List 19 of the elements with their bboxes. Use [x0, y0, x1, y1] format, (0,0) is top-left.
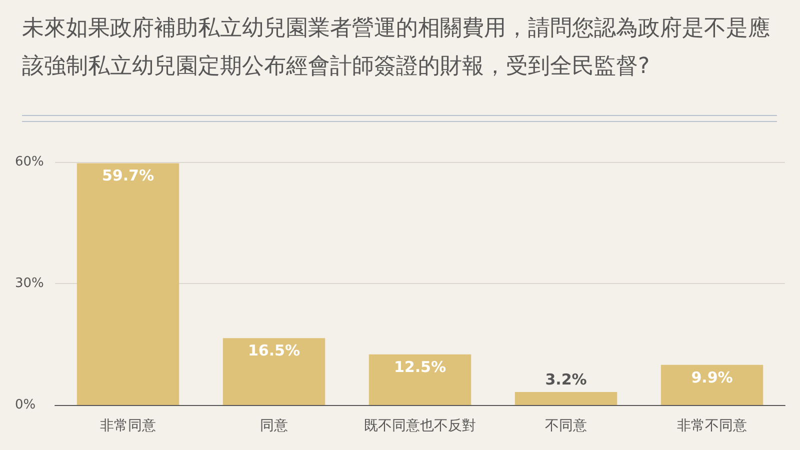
x-tick-label: 非常不同意	[677, 418, 747, 434]
data-label: 16.5%	[248, 342, 300, 360]
x-tick-label: 同意	[260, 418, 288, 434]
bar	[222, 338, 326, 405]
data-label: 3.2%	[545, 370, 587, 389]
bar	[368, 354, 472, 405]
y-tick-label: 30%	[15, 276, 44, 291]
y-tick-label: 0%	[15, 398, 36, 412]
bar	[660, 364, 764, 405]
data-label: 12.5%	[394, 358, 446, 376]
bar	[514, 392, 618, 405]
x-tick-label: 不同意	[545, 418, 587, 434]
y-tick-label: 60%	[15, 154, 44, 170]
data-label: 9.9%	[691, 368, 733, 386]
chart-title: 未來如果政府補助私立幼兒園業者營運的相關費用，請問您認為政府是不是應該強制私立幼兒園定期公布經會計師簽證的財報，受到全民監督?	[22, 15, 771, 81]
x-tick-label: 既不同意也不反對	[364, 418, 476, 434]
x-tick-label: 非常同意	[100, 418, 156, 434]
bar	[76, 163, 180, 405]
data-label: 59.7%	[102, 166, 154, 185]
